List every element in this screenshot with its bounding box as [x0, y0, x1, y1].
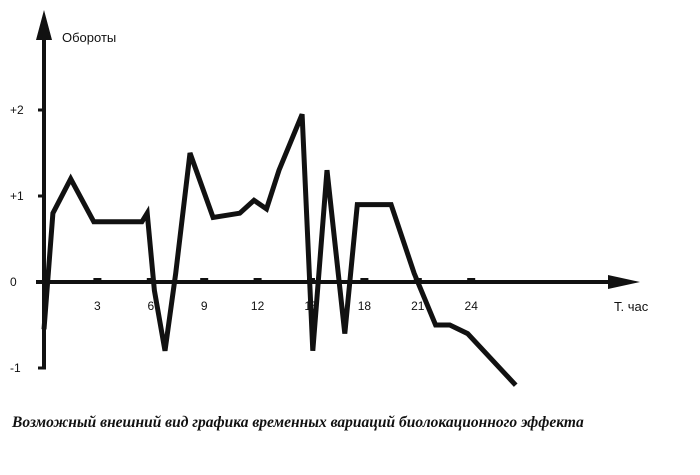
x-tick-label: 3 — [94, 299, 101, 313]
y-tick-label: +2 — [10, 103, 24, 117]
x-axis-arrow — [608, 275, 640, 289]
chart-axes — [36, 10, 640, 368]
x-tick-label: 6 — [147, 299, 154, 313]
chart-axis-titles: Обороты Т. час — [62, 30, 649, 314]
figure-caption: Возможный внешний вид графика временных … — [12, 414, 584, 431]
x-tick-label: 12 — [251, 299, 265, 313]
line-chart: +2+10-13 6 9 12 15 18 21 24 Обороты Т. час — [10, 10, 649, 387]
x-tick-label: 21 — [411, 299, 425, 313]
y-tick-label: 0 — [10, 275, 17, 289]
x-tick-mark — [253, 278, 262, 284]
x-tick-mark — [360, 278, 369, 284]
y-tick-label: +1 — [10, 189, 24, 203]
y-axis-title: Обороты — [62, 30, 116, 45]
series-line — [41, 113, 518, 387]
y-tick-label: -1 — [10, 361, 21, 375]
x-tick-mark — [200, 278, 209, 284]
y-axis-arrow — [36, 10, 52, 40]
x-tick-label: 18 — [358, 299, 372, 313]
chart-ticks: +2+10-13 6 9 12 15 18 21 24 — [10, 103, 478, 375]
x-tick-mark — [146, 278, 155, 284]
x-tick-mark — [93, 278, 102, 284]
x-tick-label: 9 — [201, 299, 208, 313]
x-tick-mark — [467, 278, 476, 284]
x-axis-title: Т. час — [614, 299, 649, 314]
x-tick-label: 24 — [465, 299, 479, 313]
chart-series — [41, 113, 518, 387]
